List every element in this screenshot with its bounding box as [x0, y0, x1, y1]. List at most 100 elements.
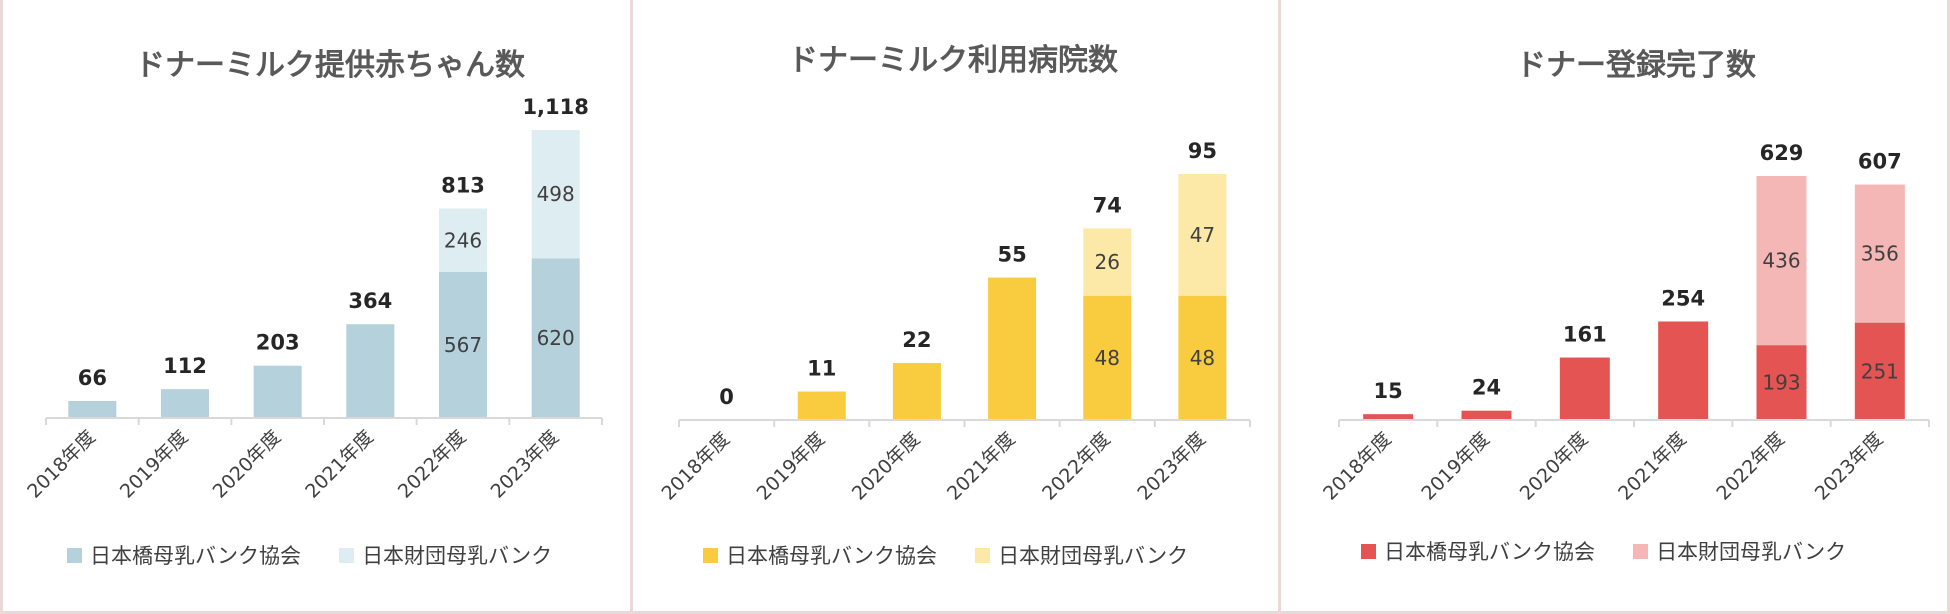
total-label: 254	[1661, 286, 1705, 310]
chart-panel-donor-babies: ドナーミルク提供赤ちゃん数 66 2018年度 112 2019年度 203 2020年度 3…	[0, 0, 630, 614]
segment-label: 251	[1861, 359, 1899, 383]
bar-segment	[892, 363, 941, 420]
panel-divider	[1278, 0, 1281, 614]
x-tick-label: 2018年度	[23, 426, 100, 503]
total-label: 15	[1374, 379, 1403, 403]
x-tick-label: 2020年度	[848, 428, 925, 505]
x-tick-label: 2022年度	[1712, 428, 1789, 505]
frame-right	[1947, 0, 1950, 614]
total-label: 55	[997, 243, 1026, 267]
x-tick-label: 2019年度	[116, 426, 193, 503]
legend-item-nippon-foundation: 日本財団母乳バンク	[339, 540, 552, 570]
chart-title: ドナー登録完了数	[1516, 48, 1757, 83]
legend-label: 日本財団母乳バンク	[1656, 540, 1847, 564]
bar-segment	[1658, 321, 1709, 420]
segment-label: 567	[444, 333, 482, 357]
bar-segment	[439, 208, 487, 272]
x-tick-label: 2020年度	[1516, 428, 1593, 505]
total-label: 74	[1093, 193, 1122, 217]
total-label: 203	[256, 331, 300, 355]
segment-label: 498	[537, 182, 575, 206]
panel-divider	[630, 0, 633, 614]
legend-item-nippon-foundation: 日本財団母乳バンク	[1633, 536, 1846, 566]
total-label: 66	[78, 366, 107, 390]
bar-segment	[531, 130, 580, 259]
x-tick-label: 2018年度	[657, 428, 734, 505]
bar-segment	[68, 400, 117, 418]
legend: 日本橋母乳バンク協会 日本財団母乳バンク	[703, 540, 1188, 570]
x-tick-label: 2023年度	[487, 426, 564, 503]
bar-segment	[1083, 228, 1132, 296]
bar-segment	[1178, 174, 1227, 296]
bar-segment	[988, 277, 1037, 420]
legend-label: 日本橋母乳バンク協会	[90, 544, 302, 568]
legend-swatch	[975, 547, 991, 563]
x-tick-label: 2023年度	[1133, 428, 1210, 505]
bar-segment	[346, 324, 395, 418]
bar-segment	[531, 258, 580, 418]
x-tick-label: 2023年度	[1811, 428, 1888, 505]
total-label: 813	[441, 174, 485, 198]
chart-panel-donor-registrations: ドナー登録完了数 15 2018年度 24 2019年度 161 2020年度 254 2021…	[1281, 0, 1950, 614]
segment-label: 48	[1095, 346, 1120, 370]
chart-panel-hospitals: ドナーミルク利用病院数 0 2018年度 11 2019年度 22 2020年度 55 2021…	[633, 0, 1278, 614]
frame-left	[0, 0, 3, 614]
legend-label: 日本橋母乳バンク協会	[726, 544, 938, 568]
legend-swatch	[703, 547, 718, 563]
legend-item-nihonbashi: 日本橋母乳バンク協会	[703, 540, 937, 570]
x-tick-label: 2021年度	[1614, 428, 1691, 505]
legend-item-nihonbashi: 日本橋母乳バンク協会	[67, 540, 301, 570]
bar-segment	[1756, 176, 1807, 346]
legend-label: 日本財団母乳バンク	[362, 544, 553, 568]
legend-label: 日本橋母乳バンク協会	[1384, 540, 1596, 564]
legend-swatch	[339, 547, 355, 563]
frame-bottom	[0, 611, 1950, 614]
bar-segment	[1854, 184, 1905, 323]
total-label: 629	[1760, 141, 1804, 165]
segment-label: 47	[1190, 223, 1215, 247]
chart-svg-hospitals: ドナーミルク利用病院数 0 2018年度 11 2019年度 22 2020年度 55 2021…	[657, 43, 1251, 505]
legend-swatch	[1633, 543, 1649, 559]
total-label: 112	[163, 354, 207, 378]
chart-svg-donor-babies: ドナーミルク提供赤ちゃん数 66 2018年度 112 2019年度 203 2020年度 3…	[23, 48, 603, 503]
segment-label: 620	[537, 326, 575, 350]
bar-segment	[1756, 345, 1807, 420]
total-label: 24	[1472, 376, 1501, 400]
chart-title: ドナーミルク提供赤ちゃん数	[135, 48, 526, 83]
bar-segment	[439, 271, 487, 418]
legend: 日本橋母乳バンク協会 日本財団母乳バンク	[1361, 536, 1846, 566]
total-label: 11	[807, 357, 836, 381]
x-tick-label: 2018年度	[1319, 428, 1396, 505]
total-label: 1,118	[522, 95, 588, 119]
bar-segment	[161, 389, 209, 418]
x-tick-label: 2019年度	[753, 428, 830, 505]
bar-segment	[797, 391, 846, 420]
segment-label: 26	[1095, 250, 1120, 274]
legend: 日本橋母乳バンク協会 日本財団母乳バンク	[67, 540, 552, 570]
bar-segment	[1363, 414, 1414, 420]
bar-segment	[1178, 295, 1227, 420]
bar-segment	[1083, 295, 1132, 420]
legend-label: 日本財団母乳バンク	[998, 544, 1189, 568]
segment-label: 356	[1861, 242, 1899, 266]
bar-segment	[1461, 410, 1512, 420]
total-label: 364	[348, 289, 392, 313]
segment-label: 48	[1190, 346, 1215, 370]
x-tick-label: 2020年度	[209, 426, 286, 503]
bar-segment	[253, 365, 302, 418]
x-tick-label: 2021年度	[943, 428, 1020, 505]
x-tick-label: 2022年度	[1038, 428, 1115, 505]
legend-item-nippon-foundation: 日本財団母乳バンク	[975, 540, 1188, 570]
chart-svg-donor-registrations: ドナー登録完了数 15 2018年度 24 2019年度 161 2020年度 254 2021…	[1319, 48, 1930, 505]
total-label: 95	[1188, 139, 1217, 163]
total-label: 161	[1563, 323, 1607, 347]
total-label: 22	[902, 328, 931, 352]
segment-label: 246	[444, 228, 482, 252]
legend-swatch	[1361, 543, 1376, 559]
bar-segment	[1854, 322, 1905, 420]
x-tick-label: 2021年度	[301, 426, 378, 503]
chart-title: ドナーミルク利用病院数	[788, 43, 1119, 78]
x-tick-label: 2022年度	[394, 426, 471, 503]
total-label: 607	[1858, 150, 1902, 174]
